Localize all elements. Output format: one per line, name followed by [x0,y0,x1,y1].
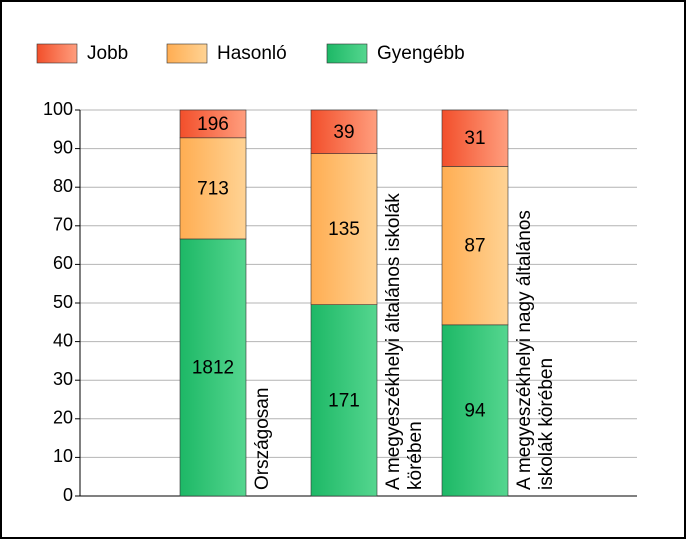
bar-segment [310,153,378,305]
x-tick-label: A megyeszékhelyi nagy általánosiskolák k… [514,210,557,490]
bar-segment [179,137,247,240]
y-tick-label: 10 [53,446,73,466]
y-tick-label: 100 [43,99,73,119]
value-label: 87 [464,236,485,257]
bar-segment [179,109,247,139]
bar-segment [441,109,509,167]
y-tick-label: 20 [53,408,73,428]
legend-label: Hasonló [217,43,287,64]
legend-swatch [36,43,78,64]
value-label: 31 [464,128,485,149]
y-tick-label: 70 [53,215,73,235]
y-tick-label: 0 [63,485,73,505]
y-tick-label: 50 [53,292,73,312]
value-label: 39 [333,122,354,143]
bar-segment [310,109,378,154]
bar-segment [310,304,378,497]
y-tick-label: 90 [53,137,73,157]
x-tick-label: A megyeszékhelyi általános iskolákkörébe… [383,193,426,490]
value-label: 1812 [192,357,234,378]
y-tick-label: 80 [53,176,73,196]
legend-label: Jobb [87,43,128,64]
bar-segment [441,166,509,326]
y-tick-label: 40 [53,330,73,350]
y-tick-label: 60 [53,253,73,273]
legend-swatch [166,43,208,64]
legend-swatch [326,43,368,64]
x-tick-label: Országosan [252,388,273,490]
value-label: 135 [328,219,360,240]
y-tick-label: 30 [53,369,73,389]
bar-segment [441,324,509,497]
value-label: 196 [197,114,229,135]
value-label: 94 [464,400,486,421]
bar-segment [179,238,247,497]
legend-label: Gyengébb [377,43,465,64]
value-label: 171 [328,390,360,411]
value-label: 713 [197,178,229,199]
